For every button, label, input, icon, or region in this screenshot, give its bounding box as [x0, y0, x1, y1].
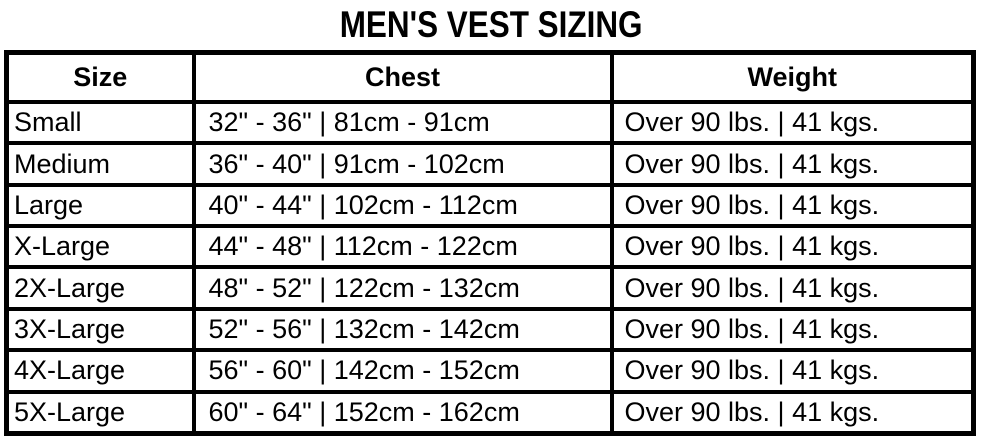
size-cell: X-Large: [4, 224, 196, 270]
table-row: Small 32" - 36" | 81cm - 91cm Over 90 lb…: [4, 99, 976, 146]
weight-cell: Over 90 lbs. | 41 kgs.: [609, 348, 976, 394]
chest-cell: 40" - 44" | 102cm - 112cm: [191, 182, 614, 229]
table-row: 2X-Large 48" - 52" | 122cm - 132cm Over …: [4, 265, 976, 311]
table-row: 3X-Large 52" - 56" | 132cm - 142cm Over …: [4, 306, 976, 353]
chest-cell: 48" - 52" | 122cm - 132cm: [191, 265, 614, 311]
weight-cell: Over 90 lbs. | 41 kgs.: [609, 389, 976, 436]
page-title-text: MEN'S VEST SIZING: [340, 4, 643, 45]
size-cell: 2X-Large: [4, 265, 196, 311]
chest-cell: 52" - 56" | 132cm - 142cm: [191, 306, 614, 353]
chest-cell: 60" - 64" | 152cm - 162cm: [191, 389, 614, 436]
size-cell: 5X-Large: [4, 389, 196, 436]
page-title: MEN'S VEST SIZING: [0, 0, 983, 50]
weight-cell: Over 90 lbs. | 41 kgs.: [609, 182, 976, 229]
weight-cell: Over 90 lbs. | 41 kgs.: [609, 306, 976, 353]
weight-cell: Over 90 lbs. | 41 kgs.: [609, 265, 976, 311]
table-row: Large 40" - 44" | 102cm - 112cm Over 90 …: [4, 182, 976, 229]
header-cell-chest: Chest: [191, 50, 614, 104]
weight-cell: Over 90 lbs. | 41 kgs.: [609, 224, 976, 270]
table-row: Medium 36" - 40" | 91cm - 102cm Over 90 …: [4, 141, 976, 187]
chest-cell: 32" - 36" | 81cm - 91cm: [191, 99, 614, 146]
size-cell: Small: [4, 99, 196, 146]
chest-cell: 36" - 40" | 91cm - 102cm: [191, 141, 614, 187]
size-cell: 3X-Large: [4, 306, 196, 353]
sizing-table: Size Chest Weight Small 32" - 36" | 81cm…: [4, 50, 976, 436]
header-cell-size: Size: [4, 50, 196, 104]
weight-cell: Over 90 lbs. | 41 kgs.: [609, 141, 976, 187]
size-cell: 4X-Large: [4, 348, 196, 394]
size-cell: Large: [4, 182, 196, 229]
chest-cell: 56" - 60" | 142cm - 152cm: [191, 348, 614, 394]
header-cell-weight: Weight: [609, 50, 976, 104]
table-row: X-Large 44" - 48" | 112cm - 122cm Over 9…: [4, 224, 976, 270]
chest-cell: 44" - 48" | 112cm - 122cm: [191, 224, 614, 270]
table-row: 4X-Large 56" - 60" | 142cm - 152cm Over …: [4, 348, 976, 394]
size-cell: Medium: [4, 141, 196, 187]
header-row: Size Chest Weight: [4, 50, 976, 104]
weight-cell: Over 90 lbs. | 41 kgs.: [609, 99, 976, 146]
table-row: 5X-Large 60" - 64" | 152cm - 162cm Over …: [4, 389, 976, 436]
